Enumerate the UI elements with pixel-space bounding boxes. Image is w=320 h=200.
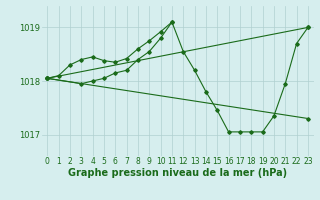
X-axis label: Graphe pression niveau de la mer (hPa): Graphe pression niveau de la mer (hPa) [68,168,287,178]
